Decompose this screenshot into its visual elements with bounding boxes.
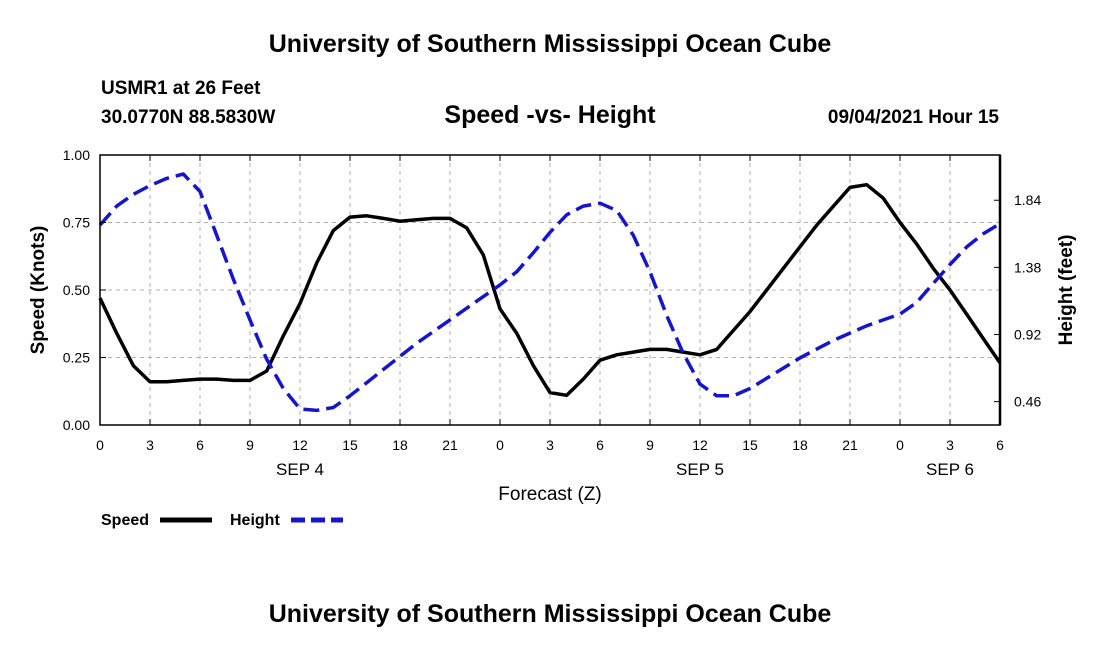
x-tick-label: 15 (742, 437, 758, 453)
speed-series-line (98, 182, 1002, 398)
grid (100, 155, 1000, 425)
footer-title: University of Southern Mississippi Ocean… (268, 600, 832, 628)
x-tick-label: 6 (996, 437, 1004, 453)
x-tick-label: 18 (792, 437, 808, 453)
x-tick-label: 9 (246, 437, 254, 453)
date-label: SEP 5 (676, 460, 724, 479)
series-layer (98, 172, 1002, 413)
x-tick-label: 3 (546, 437, 554, 453)
y2-tick-label: 1.38 (1014, 259, 1041, 275)
station-label: USMR1 at 26 Feet (101, 78, 261, 99)
y-tick-label: 0.25 (63, 350, 90, 366)
station-coordinates: 30.0770N 88.5830W (101, 107, 276, 128)
x-tick-label: 6 (596, 437, 604, 453)
x-tick-label: 6 (196, 437, 204, 453)
x-tick-label: 3 (946, 437, 954, 453)
legend-speed-label: Speed (101, 512, 149, 529)
y2-tick-label: 0.46 (1014, 394, 1041, 410)
y-axis-label: Speed (Knots) (28, 226, 49, 355)
forecast-datetime: 09/04/2021 Hour 15 (827, 107, 999, 128)
x-tick-label: 12 (692, 437, 708, 453)
legend: Speed Height (101, 512, 343, 529)
x-tick-label: 15 (342, 437, 358, 453)
x-axis-label: Forecast (Z) (498, 484, 601, 505)
axes: 0 3 6 9 12 15 18 21 0 3 6 9 12 15 18 21 0 3 6 0.00 0.25 0.50 0… (63, 147, 1042, 479)
x-tick-label: 0 (896, 437, 904, 453)
x-tick-label: 21 (842, 437, 858, 453)
x-tick-label: 0 (496, 437, 504, 453)
chart-subtitle: Speed -vs- Height (444, 101, 656, 129)
x-tick-label: 12 (292, 437, 308, 453)
y2-tick-label: 0.92 (1014, 327, 1041, 343)
legend-height-label: Height (230, 512, 280, 529)
y-tick-label: 0.50 (63, 282, 90, 298)
x-tick-label: 0 (96, 437, 104, 453)
y2-tick-label: 1.84 (1014, 192, 1041, 208)
y-tick-label: 0.75 (63, 215, 90, 231)
y-tick-label: 0.00 (63, 417, 90, 433)
x-tick-label: 18 (392, 437, 408, 453)
height-series-line (98, 172, 1001, 413)
date-label: SEP 4 (276, 460, 324, 479)
date-label: SEP 6 (926, 460, 974, 479)
x-tick-label: 21 (442, 437, 458, 453)
x-tick-label: 9 (646, 437, 654, 453)
x-tick-label: 3 (146, 437, 154, 453)
chart-title: University of Southern Mississippi Ocean… (268, 30, 832, 58)
y2-axis-label: Height (feet) (1056, 235, 1077, 346)
y-tick-label: 1.00 (63, 147, 90, 163)
